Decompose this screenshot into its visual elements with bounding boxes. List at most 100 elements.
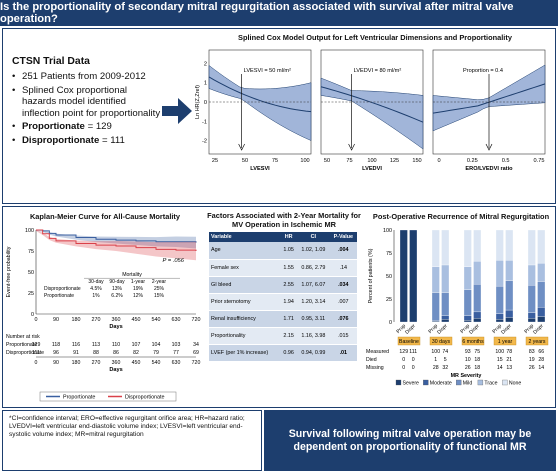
rec-group-box <box>429 336 453 346</box>
ci-cell: 0.86, 2.79 <box>297 259 330 277</box>
rec-measured-value: 83 <box>529 349 535 355</box>
rec-died-value: 0 <box>402 357 405 363</box>
table-row: Proportionality 2.15 1.16, 3.98.015 <box>209 327 357 345</box>
rec-bar-label: Dispr <box>404 323 417 336</box>
spline-annotation: LVEDVI = 80 ml/m² <box>354 68 402 74</box>
rec-bar-segment <box>463 320 472 323</box>
km-risk-value: 118 <box>52 342 60 348</box>
rec-bar-label: Dispr <box>436 323 449 336</box>
rec-group-box <box>461 336 485 346</box>
p-value-cell: .034 <box>329 276 357 294</box>
spline-annotation: Proportion = 0.4 <box>463 68 503 74</box>
spline-arrow-icon <box>238 143 245 151</box>
variable-cell: Female sex <box>209 259 281 277</box>
conclusion-text: Survival following mitral valve operatio… <box>288 427 532 453</box>
p-value-cell: .01 <box>329 344 357 362</box>
spline-xtick: 25 <box>212 158 218 164</box>
km-ytick: 75 <box>28 249 34 255</box>
rec-group-label: 6 months <box>462 339 484 345</box>
rec-bar-label: Dispr <box>468 323 481 336</box>
table-row: GI bleed 2.55 1.07, 6.07.034 <box>209 276 357 294</box>
rec-measured-value: 129 <box>399 349 408 355</box>
rec-missing-value: 28 <box>433 365 439 371</box>
rec-missing-label: Missing <box>366 365 384 371</box>
bullet-text: Splined Cox proportional hazards model i… <box>22 84 161 119</box>
km-ylabel: Event-free probability <box>6 246 12 297</box>
km-mortality-title: Mortality <box>122 272 142 278</box>
rec-bar-segment <box>463 266 472 290</box>
rec-died-value: 1 <box>434 357 437 363</box>
spline-arrow-icon <box>485 143 493 151</box>
rec-bar-segment <box>473 284 482 313</box>
km-xtick: 270 <box>92 317 101 323</box>
spline-ylabel: Ln HR(Z,Zref) <box>195 85 201 119</box>
km-risk-xtick: 630 <box>172 360 181 366</box>
rec-legend-label: Trace <box>484 381 497 387</box>
spline-curve <box>208 76 312 113</box>
hr-cell: 2.55 <box>280 276 298 294</box>
table-row: Female sex 1.55 0.86, 2.79.14 <box>209 259 357 277</box>
rec-missing-value: 0 <box>402 365 405 371</box>
disprop-value: = 111 <box>101 134 125 146</box>
rec-missing-value: 13 <box>506 365 512 371</box>
spline-xtick: 50 <box>324 158 330 164</box>
spline-ytick: 1 <box>204 81 207 87</box>
rec-bar-segment <box>505 229 514 261</box>
km-risk-value: 79 <box>153 350 159 356</box>
km-disprop-curve <box>36 229 197 251</box>
rec-measured-value: 111 <box>409 349 417 355</box>
km-xtick: 90 <box>53 317 59 323</box>
km-risk-value: 86 <box>113 350 119 356</box>
rec-legend-swatch <box>456 379 462 386</box>
hr-cell: 0.96 <box>280 344 298 362</box>
ci-cell: 0.95, 3.11 <box>297 310 330 328</box>
km-risk-value: 110 <box>112 342 120 348</box>
ci-cell: 1.16, 3.98 <box>297 327 330 345</box>
km-legend-prop: Proportionate <box>63 395 95 401</box>
rec-bar-segment <box>431 229 440 267</box>
spline-ytick: 2 <box>204 61 207 67</box>
factors-col-header: P-Value <box>329 232 357 242</box>
km-risk-value: 34 <box>193 342 199 348</box>
km-risk-value: 77 <box>173 350 179 356</box>
p-value-cell: .004 <box>329 242 357 260</box>
rec-ylabel: Percent of patients (%) <box>368 248 374 303</box>
spline-ci-band <box>208 64 312 141</box>
rec-bar-segment <box>537 307 546 317</box>
km-mortality-col: 90-day <box>109 279 125 285</box>
rec-group-box <box>397 336 421 346</box>
km-risk-xtick: 180 <box>72 360 81 366</box>
factors-title: Factors Associated with 2-Year Mortality… <box>207 211 361 229</box>
disprop-label: Disproportionate <box>22 134 100 146</box>
page-title: Is the proportionality of secondary mitr… <box>0 0 558 26</box>
rec-died-label: Died <box>366 357 377 363</box>
rec-legend-swatch <box>502 379 508 386</box>
rec-legend-label: Mild <box>463 381 473 387</box>
p-value-cell: .015 <box>329 327 357 345</box>
km-xlabel: Days <box>109 324 122 330</box>
km-risk-value: 91 <box>73 350 79 356</box>
rec-bar-segment <box>463 229 472 267</box>
spline-xlabel: LVESVI <box>250 166 270 172</box>
ci-cell: 1.20, 3.14 <box>297 293 330 311</box>
conclusion: Survival following mitral valve operatio… <box>264 410 556 471</box>
km-risk-xtick: 270 <box>92 360 101 366</box>
recurrence-title: Post-Operative Recurrence of Mitral Regu… <box>372 212 550 221</box>
spline-xlabel: LVEDVI <box>362 166 382 172</box>
ctsn-title: CTSN Trial Data <box>12 56 90 67</box>
p-value-cell: .007 <box>329 293 357 311</box>
km-title: Kaplan-Meier Curve for All-Cause Mortali… <box>29 212 181 221</box>
rec-bar-segment <box>441 264 450 293</box>
km-risk-xtick: 450 <box>132 360 141 366</box>
spline-xtick: 125 <box>390 158 399 164</box>
variable-cell: Proportionality <box>209 327 281 345</box>
bullet-text: 251 Patients from 2009-2012 <box>22 71 146 82</box>
spline-xtick: 0.5 <box>502 158 510 164</box>
rec-died-value: 19 <box>529 357 535 363</box>
spline-xtick: 75 <box>346 158 352 164</box>
rec-legend-swatch <box>423 379 429 386</box>
rec-bar-segment <box>495 260 504 287</box>
rec-bar-label: Prop <box>427 323 439 335</box>
ci-cell: 0.94, 0.99 <box>297 344 330 362</box>
